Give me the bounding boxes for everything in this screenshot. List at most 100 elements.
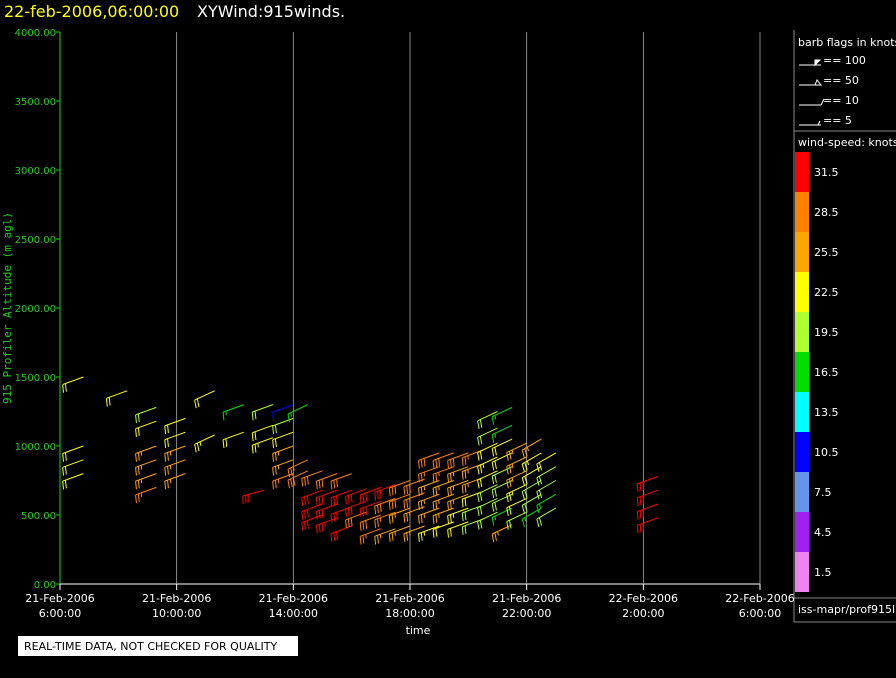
wind-barb	[287, 459, 309, 478]
wind-barb	[301, 514, 323, 531]
colorbar-label: 22.5	[814, 286, 839, 299]
colorbar-swatch	[795, 192, 809, 232]
wind-barb	[330, 489, 352, 506]
wind-barb	[287, 470, 309, 489]
barb-legend-label: == 50	[823, 74, 859, 87]
colorbar-label: 4.5	[814, 526, 832, 539]
wind-barb	[62, 376, 84, 393]
x-tick-label: 21-Feb-2006	[142, 592, 211, 605]
wind-barb	[491, 507, 513, 526]
wind-barb	[477, 470, 498, 489]
x-tick-label: 21-Feb-2006	[375, 592, 444, 605]
colorbar-swatch	[795, 232, 809, 272]
colorbar-label: 7.5	[814, 486, 832, 499]
wind-barb	[636, 503, 659, 520]
x-tick-label: 22-Feb-2006	[725, 592, 794, 605]
wind-barb	[315, 473, 338, 490]
y-tick-label: 3500.00	[15, 97, 56, 108]
wind-barb	[536, 452, 557, 472]
colorbar-label: 10.5	[814, 446, 839, 459]
colorbar-label: 28.5	[814, 206, 839, 219]
wind-barb	[359, 486, 381, 504]
wind-barb	[447, 452, 469, 469]
wind-barb	[251, 424, 274, 442]
y-tick-label: 0.00	[34, 580, 56, 591]
colorbar-swatch	[795, 392, 809, 432]
wind-barb	[359, 528, 381, 545]
wind-barb	[477, 427, 498, 446]
colorbar-swatch	[795, 552, 809, 592]
barb-legend-label: == 100	[823, 54, 866, 67]
wind-barb	[359, 514, 381, 531]
barb-icon	[799, 59, 822, 67]
wind-barb	[536, 480, 557, 500]
wind-barb	[374, 497, 396, 515]
x-tick-label: 18:00:00	[385, 607, 434, 620]
wind-barb	[536, 507, 557, 528]
colorbar-label: 13.5	[814, 406, 839, 419]
wind-barb	[491, 406, 513, 425]
chart-subtitle: XYWind:915winds.	[197, 2, 345, 21]
y-tick-label: 1500.00	[15, 373, 56, 384]
x-tick-label: 10:00:00	[152, 607, 201, 620]
wind-barb	[417, 466, 440, 483]
colorbar-label: 31.5	[814, 166, 839, 179]
x-tick-label: 22:00:00	[502, 607, 551, 620]
x-tick-label: 6:00:00	[39, 607, 81, 620]
wind-barb	[374, 511, 396, 529]
colorbar-swatch	[795, 472, 809, 512]
wind-barb	[164, 445, 186, 462]
wind-barb	[477, 442, 498, 461]
wind-barb	[251, 404, 274, 421]
wind-barb	[403, 506, 425, 523]
wind-barb	[403, 478, 425, 495]
wind-barb	[272, 417, 294, 435]
barb-icon	[799, 98, 825, 106]
wind-barb	[417, 525, 440, 542]
y-tick-label: 3000.00	[15, 166, 56, 177]
wind-barb	[491, 466, 513, 485]
wind-barb	[272, 404, 294, 421]
wind-barb	[164, 431, 186, 448]
x-tick-label: 21-Feb-2006	[259, 592, 328, 605]
wind-barb	[447, 480, 469, 497]
colorbar-label: 1.5	[814, 566, 832, 579]
wind-barb	[374, 484, 396, 501]
colorbar-label: 16.5	[814, 366, 839, 379]
footer-note: REAL-TIME DATA, NOT CHECKED FOR QUALITY	[24, 640, 278, 653]
barb-legend-icons	[799, 59, 825, 126]
wind-barb	[417, 507, 440, 524]
y-tick-label: 1000.00	[15, 442, 56, 453]
wind-barb	[359, 500, 381, 517]
wind-barb	[164, 417, 186, 435]
wind-barb	[388, 480, 411, 497]
wind-barb	[636, 489, 659, 506]
wind-barb	[636, 475, 659, 493]
wind-barb	[345, 488, 367, 505]
wind-barb	[536, 493, 557, 514]
wind-barb	[374, 528, 396, 545]
wind-barb	[388, 525, 411, 542]
barb-icon	[799, 79, 823, 86]
colorbar-swatch	[795, 352, 809, 392]
wind-barb	[388, 507, 411, 524]
wind-barb	[164, 473, 186, 490]
colorbar-label: 19.5	[814, 326, 839, 339]
wind-barb	[135, 406, 157, 424]
wind-barb	[506, 470, 527, 489]
wind-barb	[135, 445, 157, 462]
wind-barb	[432, 507, 454, 524]
wind-barb	[403, 492, 425, 509]
wind-barb	[315, 517, 338, 534]
y-tick-label: 4000.00	[15, 28, 56, 39]
wind-barb	[272, 431, 294, 448]
wind-barb	[432, 480, 454, 497]
wind-barb	[491, 524, 513, 543]
wind-barb	[477, 511, 498, 530]
wind-barb	[461, 463, 484, 480]
wind-barb	[536, 466, 557, 486]
wind-barb	[403, 525, 425, 542]
x-tick-label: 22-Feb-2006	[609, 592, 678, 605]
